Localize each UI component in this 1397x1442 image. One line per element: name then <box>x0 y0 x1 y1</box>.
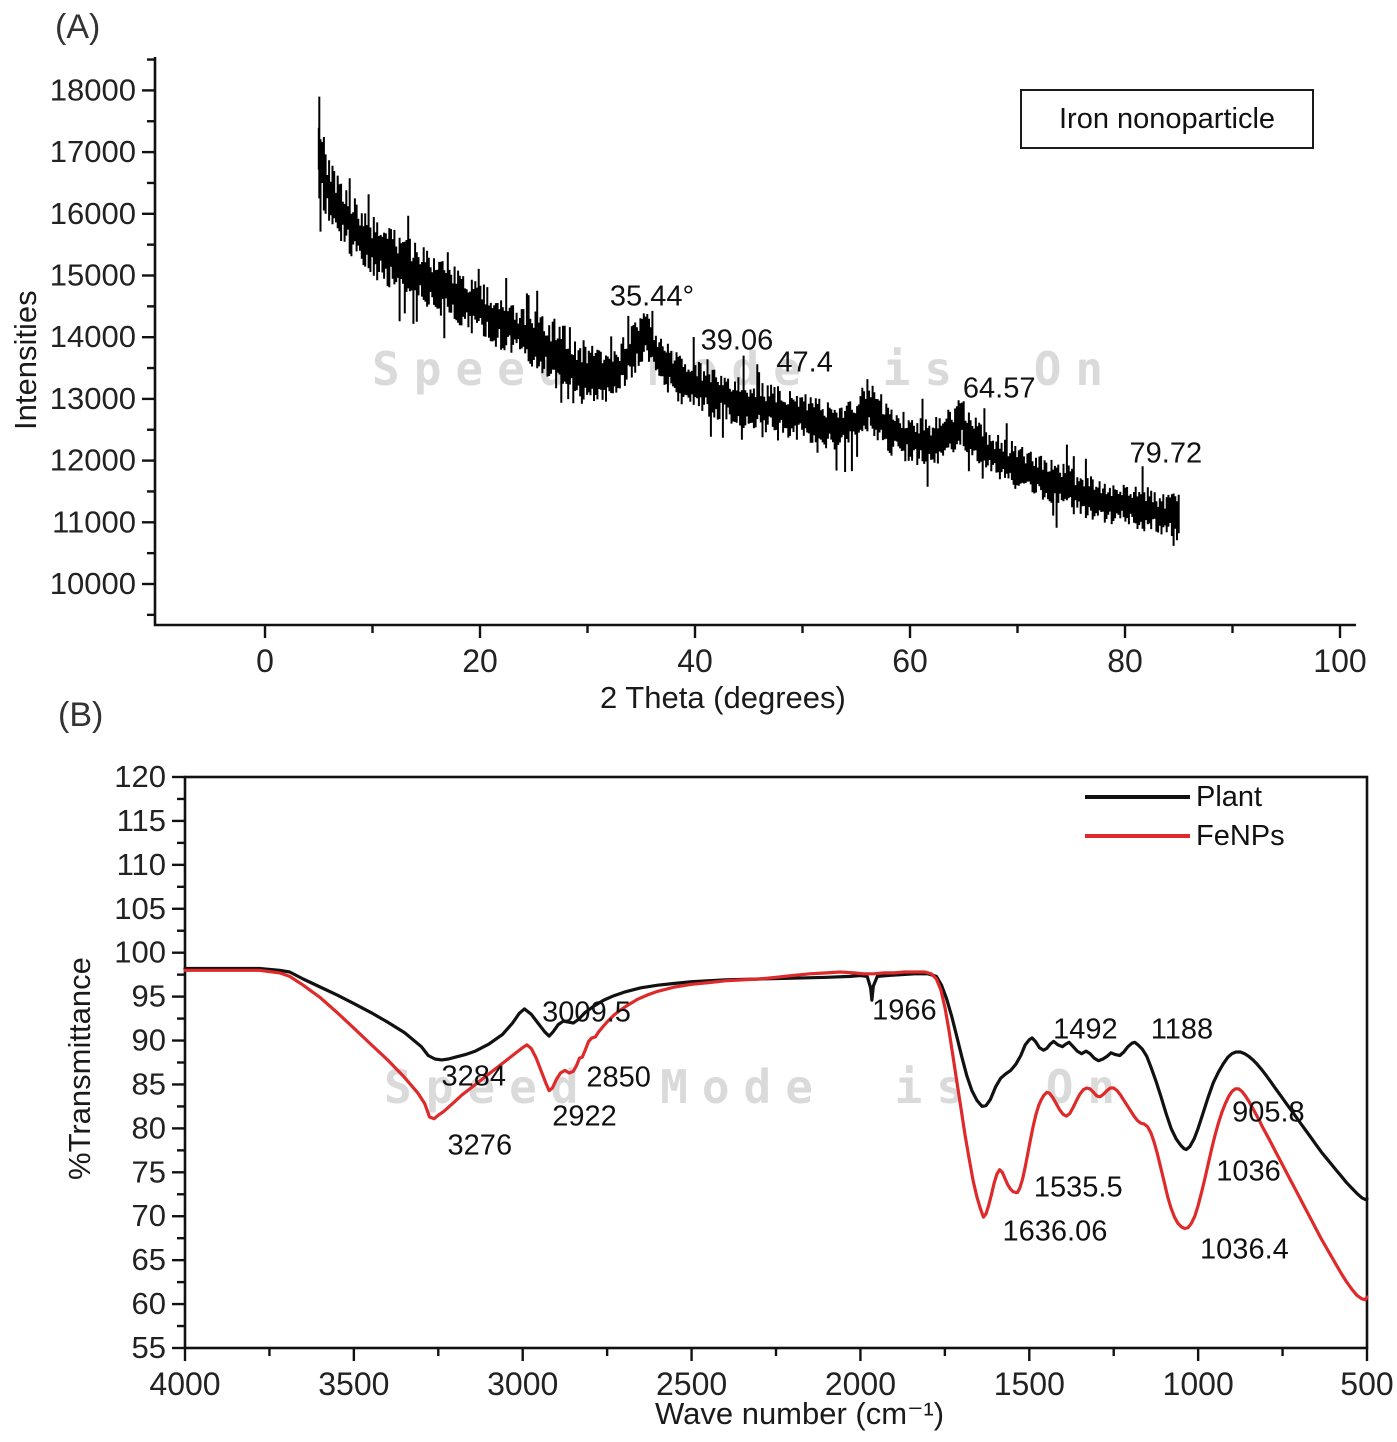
y-tick-label: 10000 <box>50 566 136 601</box>
y-tick-label: 17000 <box>50 134 136 169</box>
y-tick-label: 14000 <box>50 319 136 354</box>
panel-b-label: (B) <box>58 696 104 734</box>
ftir-legend-row-plant: Plant <box>1085 782 1285 812</box>
xrd-legend-label: Iron nonoparticle <box>1058 102 1276 135</box>
ftir-frame <box>183 775 1369 1350</box>
y-tick-label: 100 <box>114 935 166 970</box>
x-tick-label: 2000 <box>825 1366 896 1402</box>
x-tick-label: 1000 <box>1163 1366 1234 1402</box>
panel-a-label: (A) <box>55 8 101 46</box>
ftir-curve-fenps <box>183 968 1369 1302</box>
panel-a-x-axis-title: 2 Theta (degrees) <box>600 680 846 715</box>
x-tick-label: 4000 <box>149 1366 220 1402</box>
fenps-line-swatch <box>1085 834 1190 838</box>
xrd-plot: 10000 11000 12000 13000 14000 15000 16000 17000… <box>50 57 1367 679</box>
y-tick-label: 95 <box>132 979 166 1014</box>
x-tick-label: 80 <box>1107 643 1143 679</box>
y-tick-label: 115 <box>117 803 166 838</box>
x-tick-label: 3500 <box>318 1366 389 1402</box>
x-tick-label: 20 <box>462 643 498 679</box>
x-tick-label: 2500 <box>656 1366 727 1402</box>
x-tick-label: 0 <box>256 643 274 679</box>
y-tick-label: 110 <box>117 847 166 882</box>
y-tick-label: 120 <box>114 759 166 794</box>
y-tick-label: 70 <box>132 1198 166 1233</box>
y-tick-label: 18000 <box>50 72 136 107</box>
y-tick-label: 80 <box>132 1110 166 1145</box>
xrd-axes <box>153 57 1356 627</box>
panel-b-x-axis-title: Wave number (cm⁻¹) <box>655 1396 945 1431</box>
fenps-legend-label: FeNPs <box>1196 819 1285 852</box>
x-tick-label: 1500 <box>994 1366 1065 1402</box>
y-tick-label: 13000 <box>50 381 136 416</box>
y-tick-label: 16000 <box>50 196 136 231</box>
xrd-legend-box: Iron nonoparticle <box>1020 89 1314 149</box>
watermark-speed-mode-b: Speed Mode is On <box>384 1060 1130 1114</box>
y-tick-label: 85 <box>132 1066 166 1101</box>
xrd-trace <box>317 96 1180 546</box>
plant-line-swatch <box>1085 795 1190 799</box>
y-tick-label: 60 <box>132 1286 166 1321</box>
x-tick-label: 40 <box>677 643 713 679</box>
ftir-legend: Plant FeNPs <box>1085 782 1285 851</box>
plant-legend-label: Plant <box>1196 780 1263 813</box>
y-tick-label: 11000 <box>52 504 136 539</box>
x-tick-label: 500 <box>1340 1366 1393 1402</box>
y-tick-label: 65 <box>132 1242 166 1277</box>
y-tick-label: 55 <box>132 1330 166 1365</box>
x-tick-label: 60 <box>892 643 928 679</box>
x-tick-label: 100 <box>1313 643 1366 679</box>
y-tick-label: 105 <box>114 891 166 926</box>
y-tick-label: 12000 <box>50 443 136 478</box>
y-tick-label: 15000 <box>50 258 136 293</box>
y-tick-label: 90 <box>132 1023 166 1058</box>
x-tick-label: 3000 <box>487 1366 558 1402</box>
ftir-curve-plant <box>183 966 1369 1202</box>
y-tick-label: 75 <box>132 1154 166 1189</box>
ftir-legend-row-fenps: FeNPs <box>1085 821 1285 851</box>
